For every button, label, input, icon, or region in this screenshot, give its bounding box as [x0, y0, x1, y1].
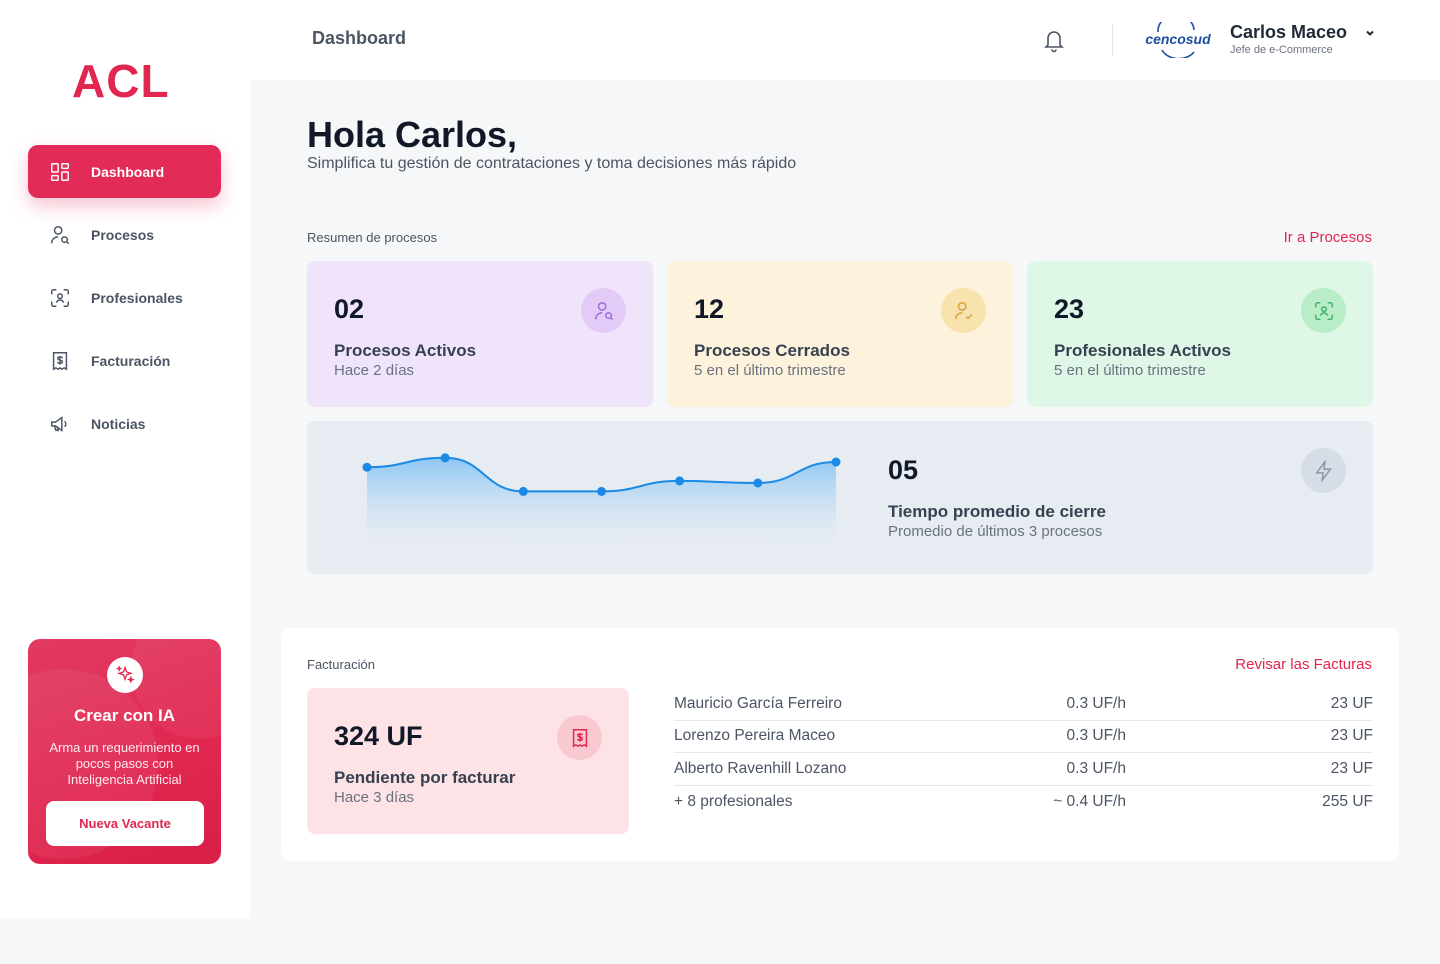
bell-icon[interactable]	[1042, 27, 1066, 53]
review-invoices-link[interactable]: Revisar las Facturas	[1235, 656, 1372, 673]
user-name[interactable]: Carlos Maceo	[1230, 22, 1348, 42]
chart-point	[440, 453, 450, 463]
stat-value: 12	[694, 294, 725, 324]
more-professionals: + 8 profesionales	[674, 792, 793, 810]
summary-section-label: Resumen de procesos	[307, 230, 438, 245]
stat-sub: Hace 3 días	[334, 789, 415, 806]
hourly-rate: 0.3 UF/h	[1066, 759, 1126, 777]
sidebar-item-label: Facturación	[91, 352, 171, 369]
sidebar-item-label: Procesos	[91, 226, 155, 243]
total-amount: 255 UF	[1322, 792, 1373, 810]
stat-value: 23	[1054, 294, 1085, 324]
header-divider	[1112, 24, 1113, 56]
table-row[interactable]: Lorenzo Pereira Maceo 0.3 UF/h 23 UF	[674, 721, 1373, 753]
greeting-title: Hola Carlos,	[307, 114, 518, 155]
stat-label: Profesionales Activos	[1054, 341, 1231, 360]
pending-billing-card[interactable]: 324 UF Pendiente por facturar Hace 3 día…	[307, 688, 629, 834]
receipt-icon	[48, 349, 72, 373]
sidebar-item-facturacion[interactable]: Facturación	[28, 334, 221, 387]
sidebar-item-label: Dashboard	[91, 163, 165, 180]
sparkles-icon	[107, 657, 143, 693]
sidebar-nav: Dashboard Procesos Profesionales Factura…	[28, 145, 221, 460]
total-amount: 23 UF	[1330, 727, 1373, 745]
stat-value: 324 UF	[334, 721, 423, 751]
user-role: Jefe de e-Commerce	[1230, 44, 1333, 56]
user-search-icon	[581, 288, 626, 333]
stat-sub: Promedio de últimos 3 procesos	[888, 523, 1103, 540]
stat-sub: 5 en el último trimestre	[1054, 362, 1206, 379]
total-amount: 23 UF	[1330, 694, 1373, 712]
sidebar-item-label: Profesionales	[91, 289, 183, 306]
megaphone-icon	[48, 412, 72, 436]
go-to-processes-link[interactable]: Ir a Procesos	[1283, 229, 1372, 246]
user-check-icon	[941, 288, 986, 333]
dashboard-icon	[48, 160, 72, 184]
hourly-rate: 0.3 UF/h	[1066, 727, 1126, 745]
chart-point	[597, 486, 606, 496]
hourly-rate: 0.3 UF/h	[1066, 694, 1126, 712]
hourly-rate: ~ 0.4 UF/h	[1053, 792, 1126, 810]
active-processes-card[interactable]: 02 Procesos Activos Hace 2 días	[307, 261, 653, 407]
sidebar-item-label: Noticias	[91, 415, 146, 432]
chart-area	[367, 457, 836, 546]
table-row[interactable]: + 8 profesionales ~ 0.4 UF/h 255 UF	[674, 786, 1373, 819]
professional-name: Mauricio García Ferreiro	[674, 694, 842, 712]
chart-point	[362, 462, 372, 472]
brand-logo-text: cencosud	[1145, 31, 1211, 47]
stat-label: Procesos Cerrados	[694, 341, 850, 360]
avg-close-time-card[interactable]: 05 Tiempo promedio de cierre Promedio de…	[307, 421, 1373, 574]
acl-logo[interactable]: ACL	[72, 55, 170, 107]
sidebar-item-dashboard[interactable]: Dashboard	[28, 145, 221, 198]
top-header: Dashboard cencosud Carlos Maceo Jefe de …	[250, 0, 1440, 80]
stat-sub: Hace 2 días	[334, 362, 415, 379]
professional-name: Lorenzo Pereira Maceo	[674, 727, 836, 745]
cencosud-logo: cencosud	[1142, 14, 1214, 60]
chevron-down-icon[interactable]	[1364, 26, 1378, 40]
billing-table: Mauricio García Ferreiro 0.3 UF/h 23 UF …	[674, 688, 1373, 818]
stat-label: Procesos Activos	[334, 341, 477, 360]
chart-point	[675, 476, 685, 486]
active-professionals-card[interactable]: 23 Profesionales Activos 5 en el último …	[1027, 261, 1373, 407]
lightning-icon	[1301, 448, 1346, 493]
stat-label: Pendiente por facturar	[334, 768, 516, 787]
receipt-icon	[557, 715, 602, 760]
create-with-ai-card: Crear con IA Arma un requerimiento en po…	[28, 639, 221, 864]
close-time-area-chart	[362, 453, 841, 546]
new-vacancy-button[interactable]: Nueva Vacante	[46, 801, 204, 846]
chart-point	[831, 457, 841, 467]
chart-point	[753, 478, 763, 488]
sidebar: ACL Dashboard Procesos Profesionales Fac…	[0, 0, 250, 918]
stat-value: 02	[334, 294, 365, 324]
sidebar-item-profesionales[interactable]: Profesionales	[28, 271, 221, 324]
face-scan-icon	[1301, 288, 1346, 333]
billing-section-label: Facturación	[307, 657, 375, 672]
face-scan-icon	[48, 286, 72, 310]
sidebar-item-noticias[interactable]: Noticias	[28, 397, 221, 450]
stat-label: Tiempo promedio de cierre	[888, 502, 1106, 521]
chart-point	[518, 486, 528, 496]
professional-name: Alberto Ravenhill Lozano	[674, 759, 847, 777]
stat-sub: 5 en el último trimestre	[694, 362, 846, 379]
table-row[interactable]: Alberto Ravenhill Lozano 0.3 UF/h 23 UF	[674, 753, 1373, 786]
greeting-subtitle: Simplifica tu gestión de contrataciones …	[307, 155, 797, 172]
stat-value: 05	[888, 455, 919, 485]
page-title: Dashboard	[312, 28, 407, 48]
ia-card-description: Arma un requerimiento en pocos pasos con…	[49, 740, 200, 787]
ia-card-title: Crear con IA	[73, 706, 176, 725]
sidebar-item-procesos[interactable]: Procesos	[28, 208, 221, 261]
table-row[interactable]: Mauricio García Ferreiro 0.3 UF/h 23 UF	[674, 688, 1373, 721]
user-search-icon	[48, 223, 72, 247]
closed-processes-card[interactable]: 12 Procesos Cerrados 5 en el último trim…	[667, 261, 1013, 407]
total-amount: 23 UF	[1330, 759, 1373, 777]
